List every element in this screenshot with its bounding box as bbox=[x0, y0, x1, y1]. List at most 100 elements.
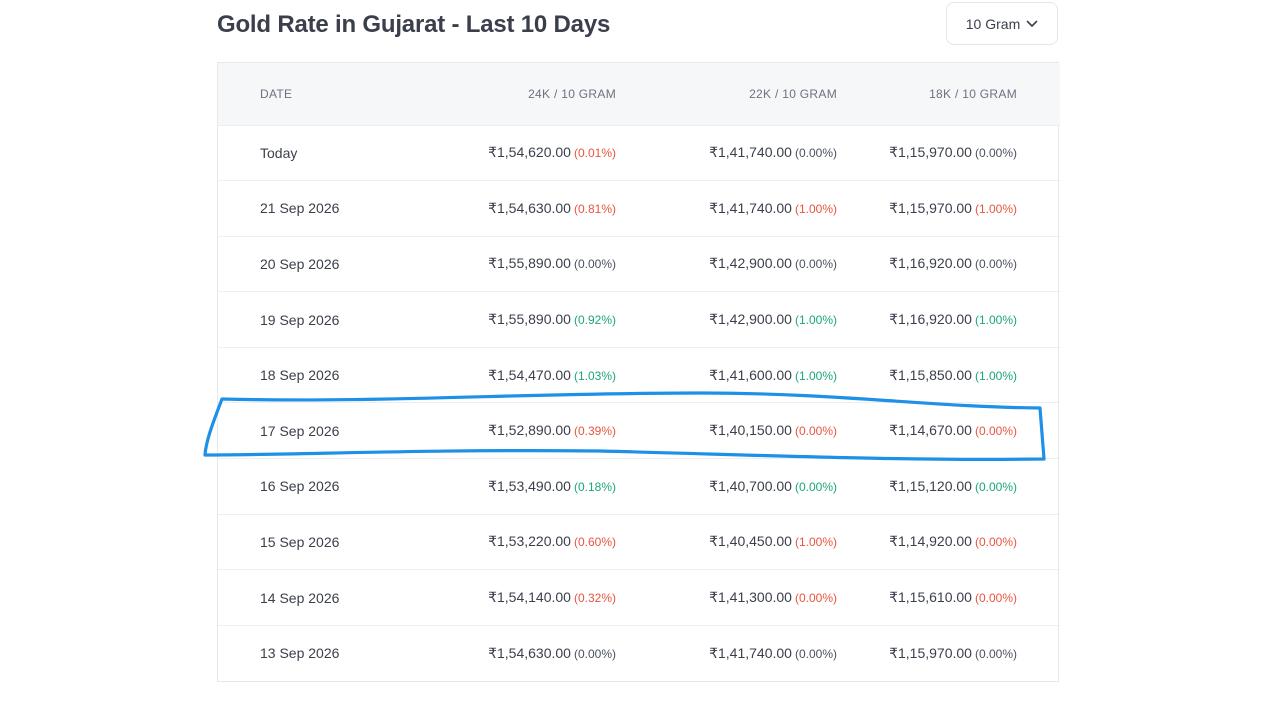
rate-price: ₹1,14,670.00 bbox=[889, 422, 972, 439]
rate-change: (1.00%) bbox=[794, 535, 837, 550]
rate-cell-22k: ₹1,40,150.00 (0.00%) bbox=[616, 403, 837, 459]
rate-price: ₹1,42,900.00 bbox=[709, 255, 792, 272]
rate-price: ₹1,15,970.00 bbox=[889, 644, 972, 661]
rate-price: ₹1,41,740.00 bbox=[709, 644, 792, 661]
rate-change: (0.32%) bbox=[573, 591, 616, 606]
rate-price: ₹1,40,450.00 bbox=[709, 533, 792, 550]
row-spacer bbox=[1017, 236, 1060, 292]
rate-cell-24k: ₹1,53,220.00 (0.60%) bbox=[448, 514, 616, 570]
row-date: 18 Sep 2026 bbox=[260, 367, 340, 384]
table-header-row: DATE 24K / 10 GRAM 22K / 10 GRAM 18K / 1… bbox=[218, 63, 1060, 125]
rate-change: (0.00%) bbox=[974, 646, 1017, 661]
rate-price: ₹1,41,740.00 bbox=[709, 199, 792, 216]
rate-price: ₹1,40,700.00 bbox=[709, 477, 792, 494]
rate-change: (0.00%) bbox=[974, 591, 1017, 606]
rate-cell-24k: ₹1,54,620.00 (0.01%) bbox=[448, 125, 616, 181]
column-header-22k: 22K / 10 GRAM bbox=[749, 86, 837, 101]
row-date: 17 Sep 2026 bbox=[260, 422, 340, 439]
rate-cell-18k: ₹1,16,920.00 (0.00%) bbox=[837, 236, 1017, 292]
rate-cell-18k: ₹1,15,970.00 (0.00%) bbox=[837, 125, 1017, 181]
rate-change: (1.00%) bbox=[974, 368, 1017, 383]
rate-cell-18k: ₹1,16,920.00 (1.00%) bbox=[837, 292, 1017, 348]
rate-change: (0.00%) bbox=[573, 257, 616, 272]
gold-rate-table: DATE 24K / 10 GRAM 22K / 10 GRAM 18K / 1… bbox=[217, 62, 1060, 682]
column-header-24k: 24K / 10 GRAM bbox=[528, 86, 616, 101]
rate-change: (1.00%) bbox=[794, 313, 837, 328]
rate-price: ₹1,54,630.00 bbox=[488, 644, 571, 661]
rate-cell-24k: ₹1,53,490.00 (0.18%) bbox=[448, 459, 616, 515]
row-date: 20 Sep 2026 bbox=[260, 255, 340, 272]
rate-price: ₹1,52,890.00 bbox=[488, 422, 571, 439]
rate-price: ₹1,41,600.00 bbox=[709, 366, 792, 383]
rate-change: (0.39%) bbox=[573, 424, 616, 439]
row-spacer bbox=[1017, 459, 1060, 515]
rate-cell-18k: ₹1,14,670.00 (0.00%) bbox=[837, 403, 1017, 459]
rate-cell-18k: ₹1,15,970.00 (0.00%) bbox=[837, 625, 1017, 681]
rate-cell-22k: ₹1,41,740.00 (1.00%) bbox=[616, 181, 837, 237]
table-row: 13 Sep 2026 ₹1,54,630.00 (0.00%) ₹1,41,740.… bbox=[218, 625, 1060, 681]
rate-price: ₹1,15,970.00 bbox=[889, 144, 972, 161]
rate-change: (0.92%) bbox=[573, 313, 616, 328]
rate-change: (0.00%) bbox=[573, 646, 616, 661]
rate-cell-24k: ₹1,54,630.00 (0.00%) bbox=[448, 625, 616, 681]
row-spacer bbox=[1017, 347, 1060, 403]
rate-cell-18k: ₹1,15,970.00 (1.00%) bbox=[837, 181, 1017, 237]
rate-cell-24k: ₹1,54,470.00 (1.03%) bbox=[448, 347, 616, 403]
rate-price: ₹1,16,920.00 bbox=[889, 255, 972, 272]
rate-cell-18k: ₹1,15,850.00 (1.00%) bbox=[837, 347, 1017, 403]
row-date: 19 Sep 2026 bbox=[260, 311, 340, 328]
table-body: Today ₹1,54,620.00 (0.01%) ₹1,41,740.00 (0.0… bbox=[218, 125, 1060, 681]
rate-cell-22k: ₹1,42,900.00 (0.00%) bbox=[616, 236, 837, 292]
rate-change: (0.00%) bbox=[974, 535, 1017, 550]
rate-price: ₹1,40,150.00 bbox=[709, 422, 792, 439]
rate-price: ₹1,54,620.00 bbox=[488, 144, 571, 161]
unit-dropdown-value: 10 Gram bbox=[965, 15, 1021, 32]
table-row-highlighted: 17 Sep 2026 ₹1,52,890.00 (0.39%) ₹1,40,150.… bbox=[218, 402, 1060, 459]
rate-cell-22k: ₹1,42,900.00 (1.00%) bbox=[616, 292, 837, 348]
rate-price: ₹1,55,890.00 bbox=[488, 311, 571, 328]
rate-cell-24k: ₹1,55,890.00 (0.92%) bbox=[448, 292, 616, 348]
rate-price: ₹1,53,490.00 bbox=[488, 477, 571, 494]
rate-change: (0.00%) bbox=[794, 591, 837, 606]
row-date: 21 Sep 2026 bbox=[260, 200, 340, 217]
rate-cell-22k: ₹1,41,300.00 (0.00%) bbox=[616, 570, 837, 626]
rate-change: (0.00%) bbox=[974, 424, 1017, 439]
table-row: 16 Sep 2026 ₹1,53,490.00 (0.18%) ₹1,40,700.… bbox=[218, 458, 1060, 515]
rate-change: (1.00%) bbox=[794, 201, 837, 216]
row-date: 13 Sep 2026 bbox=[260, 645, 340, 662]
rate-cell-22k: ₹1,41,600.00 (1.00%) bbox=[616, 347, 837, 403]
row-spacer bbox=[1017, 292, 1060, 348]
rate-change: (1.00%) bbox=[974, 313, 1017, 328]
rate-change: (0.18%) bbox=[573, 479, 616, 494]
column-header-date: DATE bbox=[260, 86, 293, 101]
row-spacer bbox=[1017, 403, 1060, 459]
rate-cell-24k: ₹1,52,890.00 (0.39%) bbox=[448, 403, 616, 459]
row-spacer bbox=[1017, 625, 1060, 681]
row-spacer bbox=[1017, 514, 1060, 570]
rate-change: (0.00%) bbox=[794, 424, 837, 439]
rate-price: ₹1,54,140.00 bbox=[488, 589, 571, 606]
table-row: 20 Sep 2026 ₹1,55,890.00 (0.00%) ₹1,42,900.… bbox=[218, 236, 1060, 292]
rate-cell-24k: ₹1,55,890.00 (0.00%) bbox=[448, 236, 616, 292]
rate-price: ₹1,55,890.00 bbox=[488, 255, 571, 272]
unit-dropdown[interactable]: 10 Gram bbox=[946, 2, 1058, 45]
rate-change: (0.60%) bbox=[573, 535, 616, 550]
rate-change: (1.03%) bbox=[573, 368, 616, 383]
table-row: Today ₹1,54,620.00 (0.01%) ₹1,41,740.00 (0.0… bbox=[218, 125, 1060, 181]
page-title: Gold Rate in Gujarat - Last 10 Days bbox=[217, 11, 611, 38]
table-row: 21 Sep 2026 ₹1,54,630.00 (0.81%) ₹1,41,740.… bbox=[218, 180, 1060, 237]
rate-price: ₹1,54,470.00 bbox=[488, 366, 571, 383]
row-date: 14 Sep 2026 bbox=[260, 589, 340, 606]
rate-cell-22k: ₹1,41,740.00 (0.00%) bbox=[616, 625, 837, 681]
row-date: 16 Sep 2026 bbox=[260, 478, 340, 495]
rate-cell-18k: ₹1,15,610.00 (0.00%) bbox=[837, 570, 1017, 626]
rate-price: ₹1,15,850.00 bbox=[889, 366, 972, 383]
row-date: 15 Sep 2026 bbox=[260, 533, 340, 550]
rate-cell-22k: ₹1,40,700.00 (0.00%) bbox=[616, 459, 837, 515]
column-header-spacer bbox=[1017, 63, 1060, 125]
rate-change: (1.00%) bbox=[974, 201, 1017, 216]
rate-cell-22k: ₹1,41,740.00 (0.00%) bbox=[616, 125, 837, 181]
rate-price: ₹1,15,610.00 bbox=[889, 589, 972, 606]
table-row: 19 Sep 2026 ₹1,55,890.00 (0.92%) ₹1,42,900.… bbox=[218, 291, 1060, 348]
